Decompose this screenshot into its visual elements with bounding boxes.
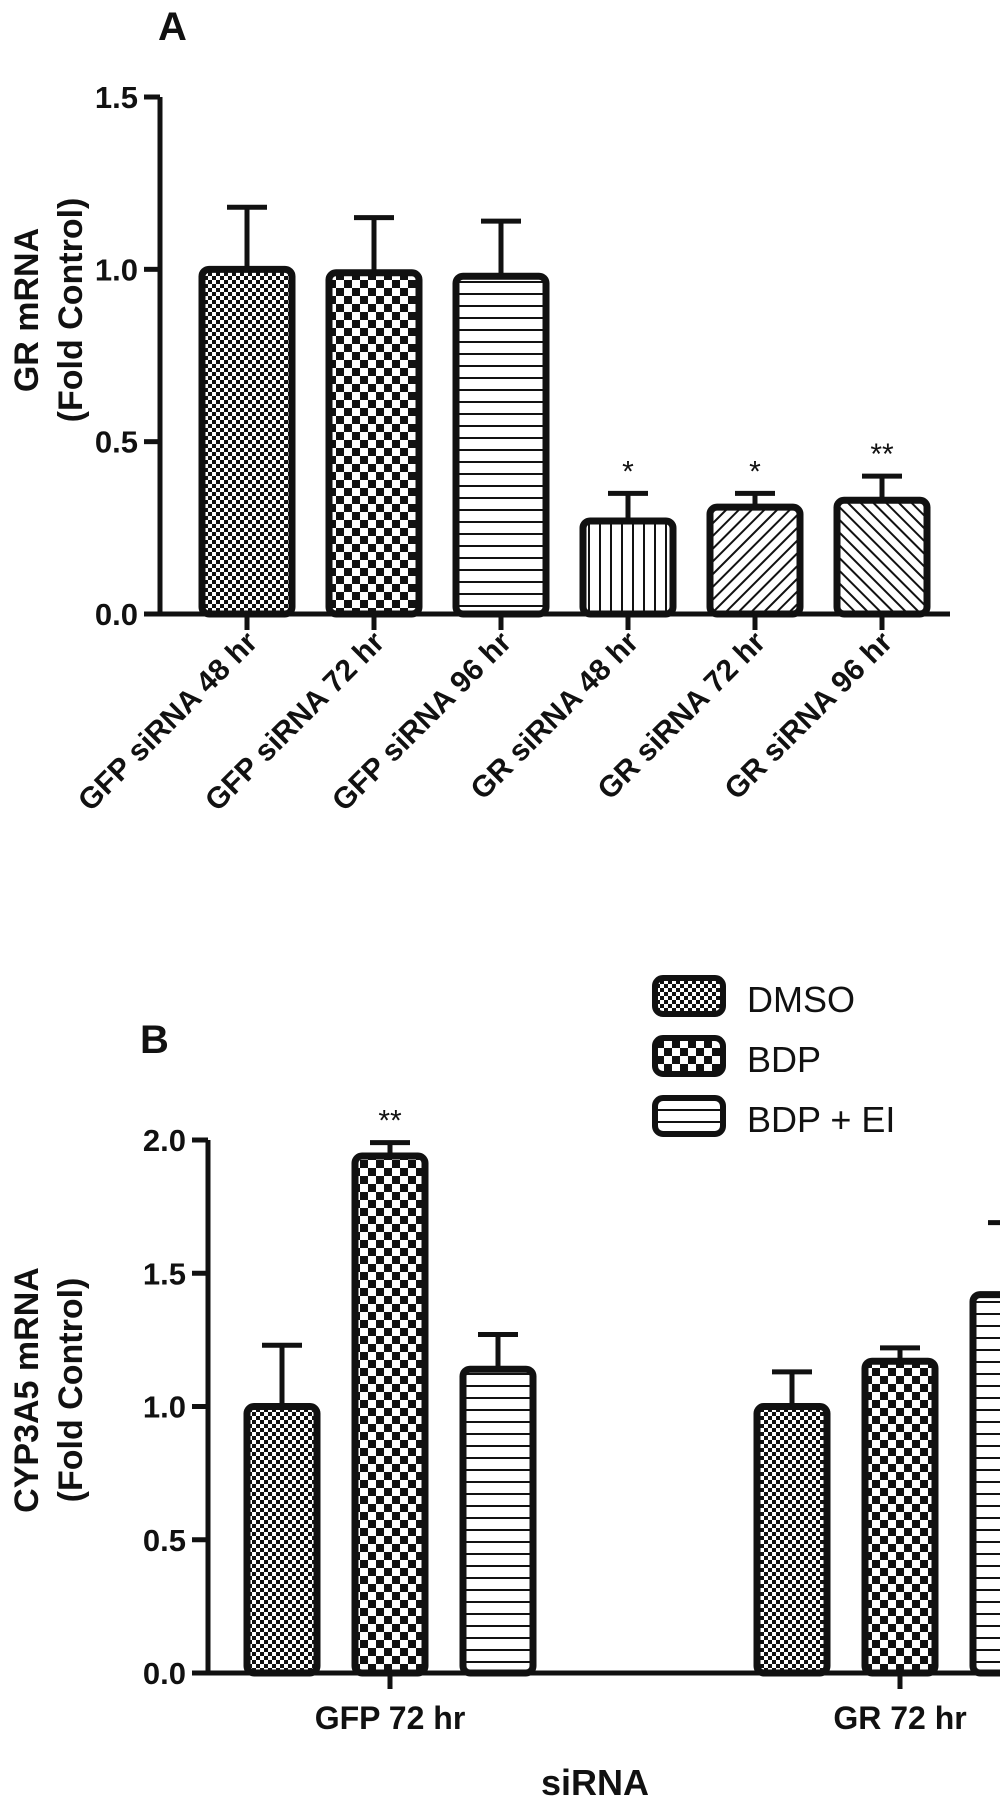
panel-b-bar (243, 1403, 321, 1677)
panel-a-bar (452, 272, 550, 618)
panel-a-bar (579, 517, 677, 618)
panel-b-bar (969, 1291, 1000, 1677)
legend: DMSO BDP BDP + EI (652, 975, 895, 1140)
legend-swatch (652, 975, 726, 1017)
panel-b-ylabel-line-1: CYP3A5 mRNA (8, 1267, 46, 1513)
panel-b-xtick-label: GR 72 hr (833, 1700, 966, 1736)
panel-b-label: B (140, 1018, 169, 1062)
panel-b-bar (753, 1403, 831, 1677)
panel-a-ytick-label: 0.0 (95, 597, 138, 632)
panel-a-ylabel-line-2: (Fold Control) (52, 198, 90, 423)
panel-b-ytick-label: 0.0 (143, 1656, 186, 1691)
panel-b-bar (459, 1365, 537, 1677)
panel-a-bar (198, 265, 296, 618)
panel-a-bar (325, 269, 423, 618)
panel-a: A GR mRNA (Fold Control) 0.00.51.01.5 * *… (8, 5, 950, 818)
panel-b-ytick-label: 1.0 (143, 1390, 186, 1425)
legend-swatch (652, 1095, 726, 1137)
panel-b-bar (351, 1152, 429, 1677)
panel-a-bar (833, 496, 931, 618)
panel-a-ytick-label: 0.5 (95, 425, 138, 460)
panel-a-label: A (158, 5, 187, 49)
panel-b-ytick-label: 1.5 (143, 1256, 186, 1291)
legend-label: DMSO (747, 979, 855, 1020)
panel-b-xlabel: siRNA (541, 1762, 649, 1803)
panel-b-ytick-label: 0.5 (143, 1523, 186, 1558)
panel-a-significance-marker: * (622, 455, 634, 488)
panel-b-ylabel-line-2: (Fold Control) (52, 1278, 90, 1503)
legend-swatch (652, 1035, 726, 1077)
panel-a-ytick-label: 1.5 (95, 80, 138, 115)
panel-a-ylabel-line-1: GR mRNA (8, 228, 46, 392)
panel-a-ytick-label: 1.0 (95, 252, 138, 287)
panel-b-bar (861, 1357, 939, 1677)
panel-a-significance-marker: * (749, 455, 761, 488)
legend-label: BDP + EI (747, 1099, 895, 1140)
panel-a-bar (706, 503, 804, 618)
panel-b-significance-marker: ** (378, 1105, 402, 1138)
legend-label: BDP (747, 1039, 821, 1080)
panel-b: B CYP3A5 mRNA (Fold Control) siRNA 0.0 0.… (8, 975, 1000, 1803)
panel-a-significance-marker: ** (870, 438, 894, 471)
panel-b-xtick-label: GFP 72 hr (315, 1700, 466, 1736)
panel-b-ytick-label: 2.0 (143, 1123, 186, 1158)
